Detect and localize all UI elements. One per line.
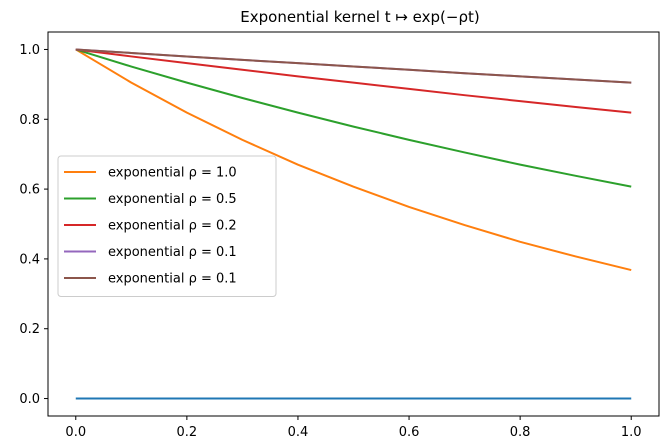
series-line-2 — [75, 48, 632, 188]
chart-title: Exponential kernel t ↦ exp(−ρt) — [240, 8, 479, 26]
y-tick-label: 1.0 — [19, 43, 40, 58]
legend-box — [57, 155, 277, 297]
y-tick-label: 0.0 — [19, 392, 40, 407]
x-tick-label: 0.4 — [288, 425, 309, 440]
legend-label: exponential ρ = 0.2 — [108, 219, 237, 234]
y-tick-label: 0.4 — [19, 252, 40, 267]
series-line-3 — [75, 48, 632, 114]
series-layer — [75, 48, 632, 400]
legend-label: exponential ρ = 0.1 — [108, 272, 237, 287]
x-tick-label: 0.8 — [510, 425, 531, 440]
x-tick-label: 1.0 — [621, 425, 642, 440]
x-tick-label: 0.2 — [177, 425, 198, 440]
legend: exponential ρ = 1.0 exponential ρ = 0.5 ex… — [57, 155, 277, 297]
legend-label: exponential ρ = 0.5 — [108, 192, 237, 207]
y-tick-label: 0.8 — [19, 113, 40, 128]
y-tick-label: 0.2 — [19, 322, 40, 337]
axes-layer: 0.0 0.2 0.4 0.6 0.8 1.0 0.0 0.2 0.4 0.6 0.8 1.0 — [19, 43, 641, 440]
series-line-5 — [75, 48, 632, 84]
y-tick-label: 0.6 — [19, 183, 40, 198]
plot-frame — [47, 31, 660, 417]
legend-label: exponential ρ = 0.1 — [108, 245, 237, 260]
x-tick-label: 0.6 — [399, 425, 420, 440]
x-tick-label: 0.0 — [65, 425, 86, 440]
series-line-1 — [75, 48, 632, 272]
legend-label: exponential ρ = 1.0 — [108, 166, 237, 181]
